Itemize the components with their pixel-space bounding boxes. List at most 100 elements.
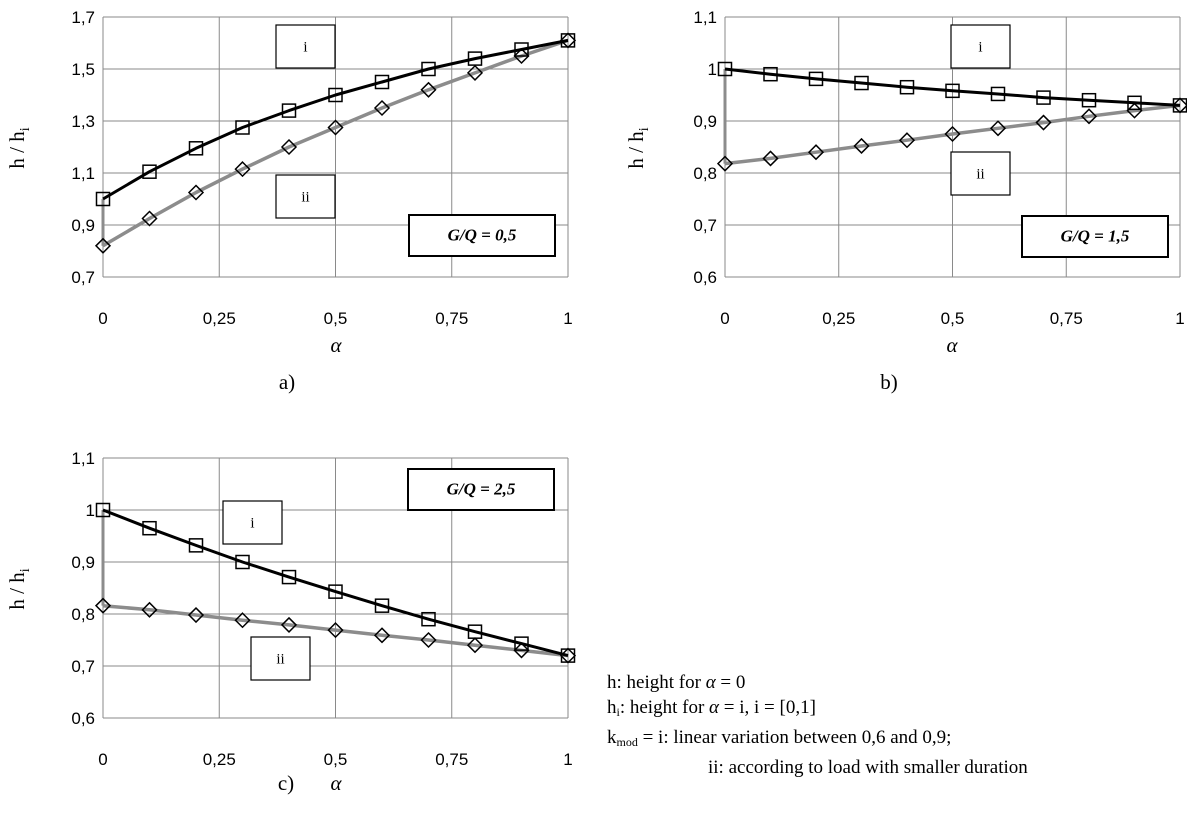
marker-square xyxy=(1081,92,1097,108)
marker-diamond xyxy=(762,150,779,167)
marker-square xyxy=(560,648,576,663)
x-tick-label: 0 xyxy=(720,309,729,328)
chart-panel-a: 0,7 0,9 1,1 1,3 1,5 1,7 0 0,25 0,5 0,75 1 α h / hi a)… xyxy=(5,8,577,394)
marker-square xyxy=(374,74,390,90)
marker-diamond xyxy=(141,210,158,227)
series-ii-label-box xyxy=(950,151,1011,196)
x-axis-label: α xyxy=(946,333,958,357)
y-tick-label: 1 xyxy=(86,501,95,520)
x-tick-label: 1 xyxy=(563,309,572,328)
marker-square xyxy=(235,554,250,570)
series-i-label-box xyxy=(950,24,1011,69)
marker-diamond xyxy=(187,184,205,201)
x-tick-label: 0,75 xyxy=(435,750,468,769)
series-line-ii xyxy=(102,38,569,248)
marker-diamond xyxy=(944,125,961,143)
y-tick-label: 1,1 xyxy=(693,8,717,27)
legend-line-kmod: kmod = i: linear variation between 0,6 a… xyxy=(607,727,952,749)
y-tick-label: 0,7 xyxy=(71,268,95,287)
marker-diamond xyxy=(1126,102,1143,119)
marker-diamond xyxy=(466,637,484,654)
ratio-label-text: G/Q = 0,5 xyxy=(448,226,517,245)
marker-square xyxy=(188,538,204,553)
marker-diamond xyxy=(513,642,530,659)
series-line-i xyxy=(724,67,1181,107)
marker-diamond xyxy=(327,622,344,639)
y-tick-label: 0,9 xyxy=(693,112,717,131)
marker-square xyxy=(328,584,343,599)
marker-square xyxy=(1127,95,1142,111)
marker-diamond xyxy=(141,601,158,618)
marker-square xyxy=(95,502,111,518)
marker-square xyxy=(717,61,733,77)
x-tick-label: 0 xyxy=(98,309,107,328)
panel-label: a) xyxy=(279,370,295,394)
marker-diamond xyxy=(280,616,298,633)
x-tick-label: 0 xyxy=(98,750,107,769)
y-tick-label: 1,1 xyxy=(71,449,95,468)
marker-square xyxy=(854,75,869,91)
marker-diamond xyxy=(420,631,437,649)
marker-diamond xyxy=(187,606,205,624)
series-ii-label-text: ii xyxy=(976,167,984,183)
series-ii-label-text: ii xyxy=(276,652,284,668)
x-tick-label: 0,5 xyxy=(324,750,348,769)
y-tick-label: 0,9 xyxy=(71,216,95,235)
x-tick-label: 0,25 xyxy=(203,750,236,769)
legend-line-ii: ii: according to load with smaller durat… xyxy=(708,757,1028,778)
marker-diamond xyxy=(1080,108,1098,125)
chart-panel-c: 0,60,70,80,911,10 0,25 0,5 0,75 1αh / hic)ii… xyxy=(5,449,577,795)
marker-square xyxy=(142,520,157,536)
series-i-label-box xyxy=(222,500,283,545)
series-ii-label-text: ii xyxy=(301,190,309,206)
y-tick-label: 1,7 xyxy=(71,8,95,27)
marker-diamond xyxy=(420,81,437,98)
legend-line-hi: hi: height for α = i, i = [0,1] xyxy=(607,697,816,719)
ratio-label-text: G/Q = 2,5 xyxy=(447,480,516,499)
y-tick-label: 0,6 xyxy=(71,709,95,728)
series-ii-label-box xyxy=(250,636,311,681)
x-tick-label: 0,5 xyxy=(324,309,348,328)
series-i-label-text: i xyxy=(303,40,307,56)
legend-line-h: h: height for α = 0 xyxy=(607,672,746,693)
marker-diamond xyxy=(989,120,1007,137)
marker-square xyxy=(281,103,297,118)
marker-diamond xyxy=(513,47,530,65)
series-i-label-text: i xyxy=(978,40,982,56)
legend-note: h: height for α = 0 hi: height for α = i… xyxy=(607,670,1028,780)
y-tick-label: 0,6 xyxy=(693,268,717,287)
marker-square xyxy=(95,191,111,207)
marker-diamond xyxy=(280,138,298,156)
marker-diamond xyxy=(94,237,112,254)
ratio-label-text: G/Q = 1,5 xyxy=(1061,227,1130,246)
marker-diamond xyxy=(327,119,344,136)
ratio-label-box xyxy=(1021,215,1169,258)
marker-diamond xyxy=(807,144,825,161)
marker-square xyxy=(374,598,390,613)
y-axis-label: h / hi xyxy=(5,568,33,609)
x-tick-label: 0,25 xyxy=(822,309,855,328)
y-tick-label: 1,3 xyxy=(71,112,95,131)
x-axis-label: α xyxy=(330,333,342,357)
series-line-i xyxy=(102,38,569,201)
series-ii-label-box xyxy=(275,174,336,219)
y-tick-label: 0,8 xyxy=(71,605,95,624)
marker-square xyxy=(328,87,343,103)
marker-square xyxy=(188,141,204,156)
marker-diamond xyxy=(716,155,734,172)
marker-diamond xyxy=(853,137,870,155)
marker-diamond xyxy=(898,132,916,149)
series-line-ii xyxy=(724,103,1181,166)
marker-diamond xyxy=(234,161,251,178)
marker-diamond xyxy=(234,612,251,629)
series-line-i xyxy=(102,508,569,658)
marker-square xyxy=(235,120,250,135)
y-tick-label: 1,5 xyxy=(71,60,95,79)
marker-diamond xyxy=(1035,114,1052,131)
y-axis-label: h / hi xyxy=(5,127,33,168)
x-tick-label: 0,5 xyxy=(941,309,965,328)
x-tick-label: 0,25 xyxy=(203,309,236,328)
ratio-label-box xyxy=(407,468,555,511)
marker-square xyxy=(142,164,157,179)
